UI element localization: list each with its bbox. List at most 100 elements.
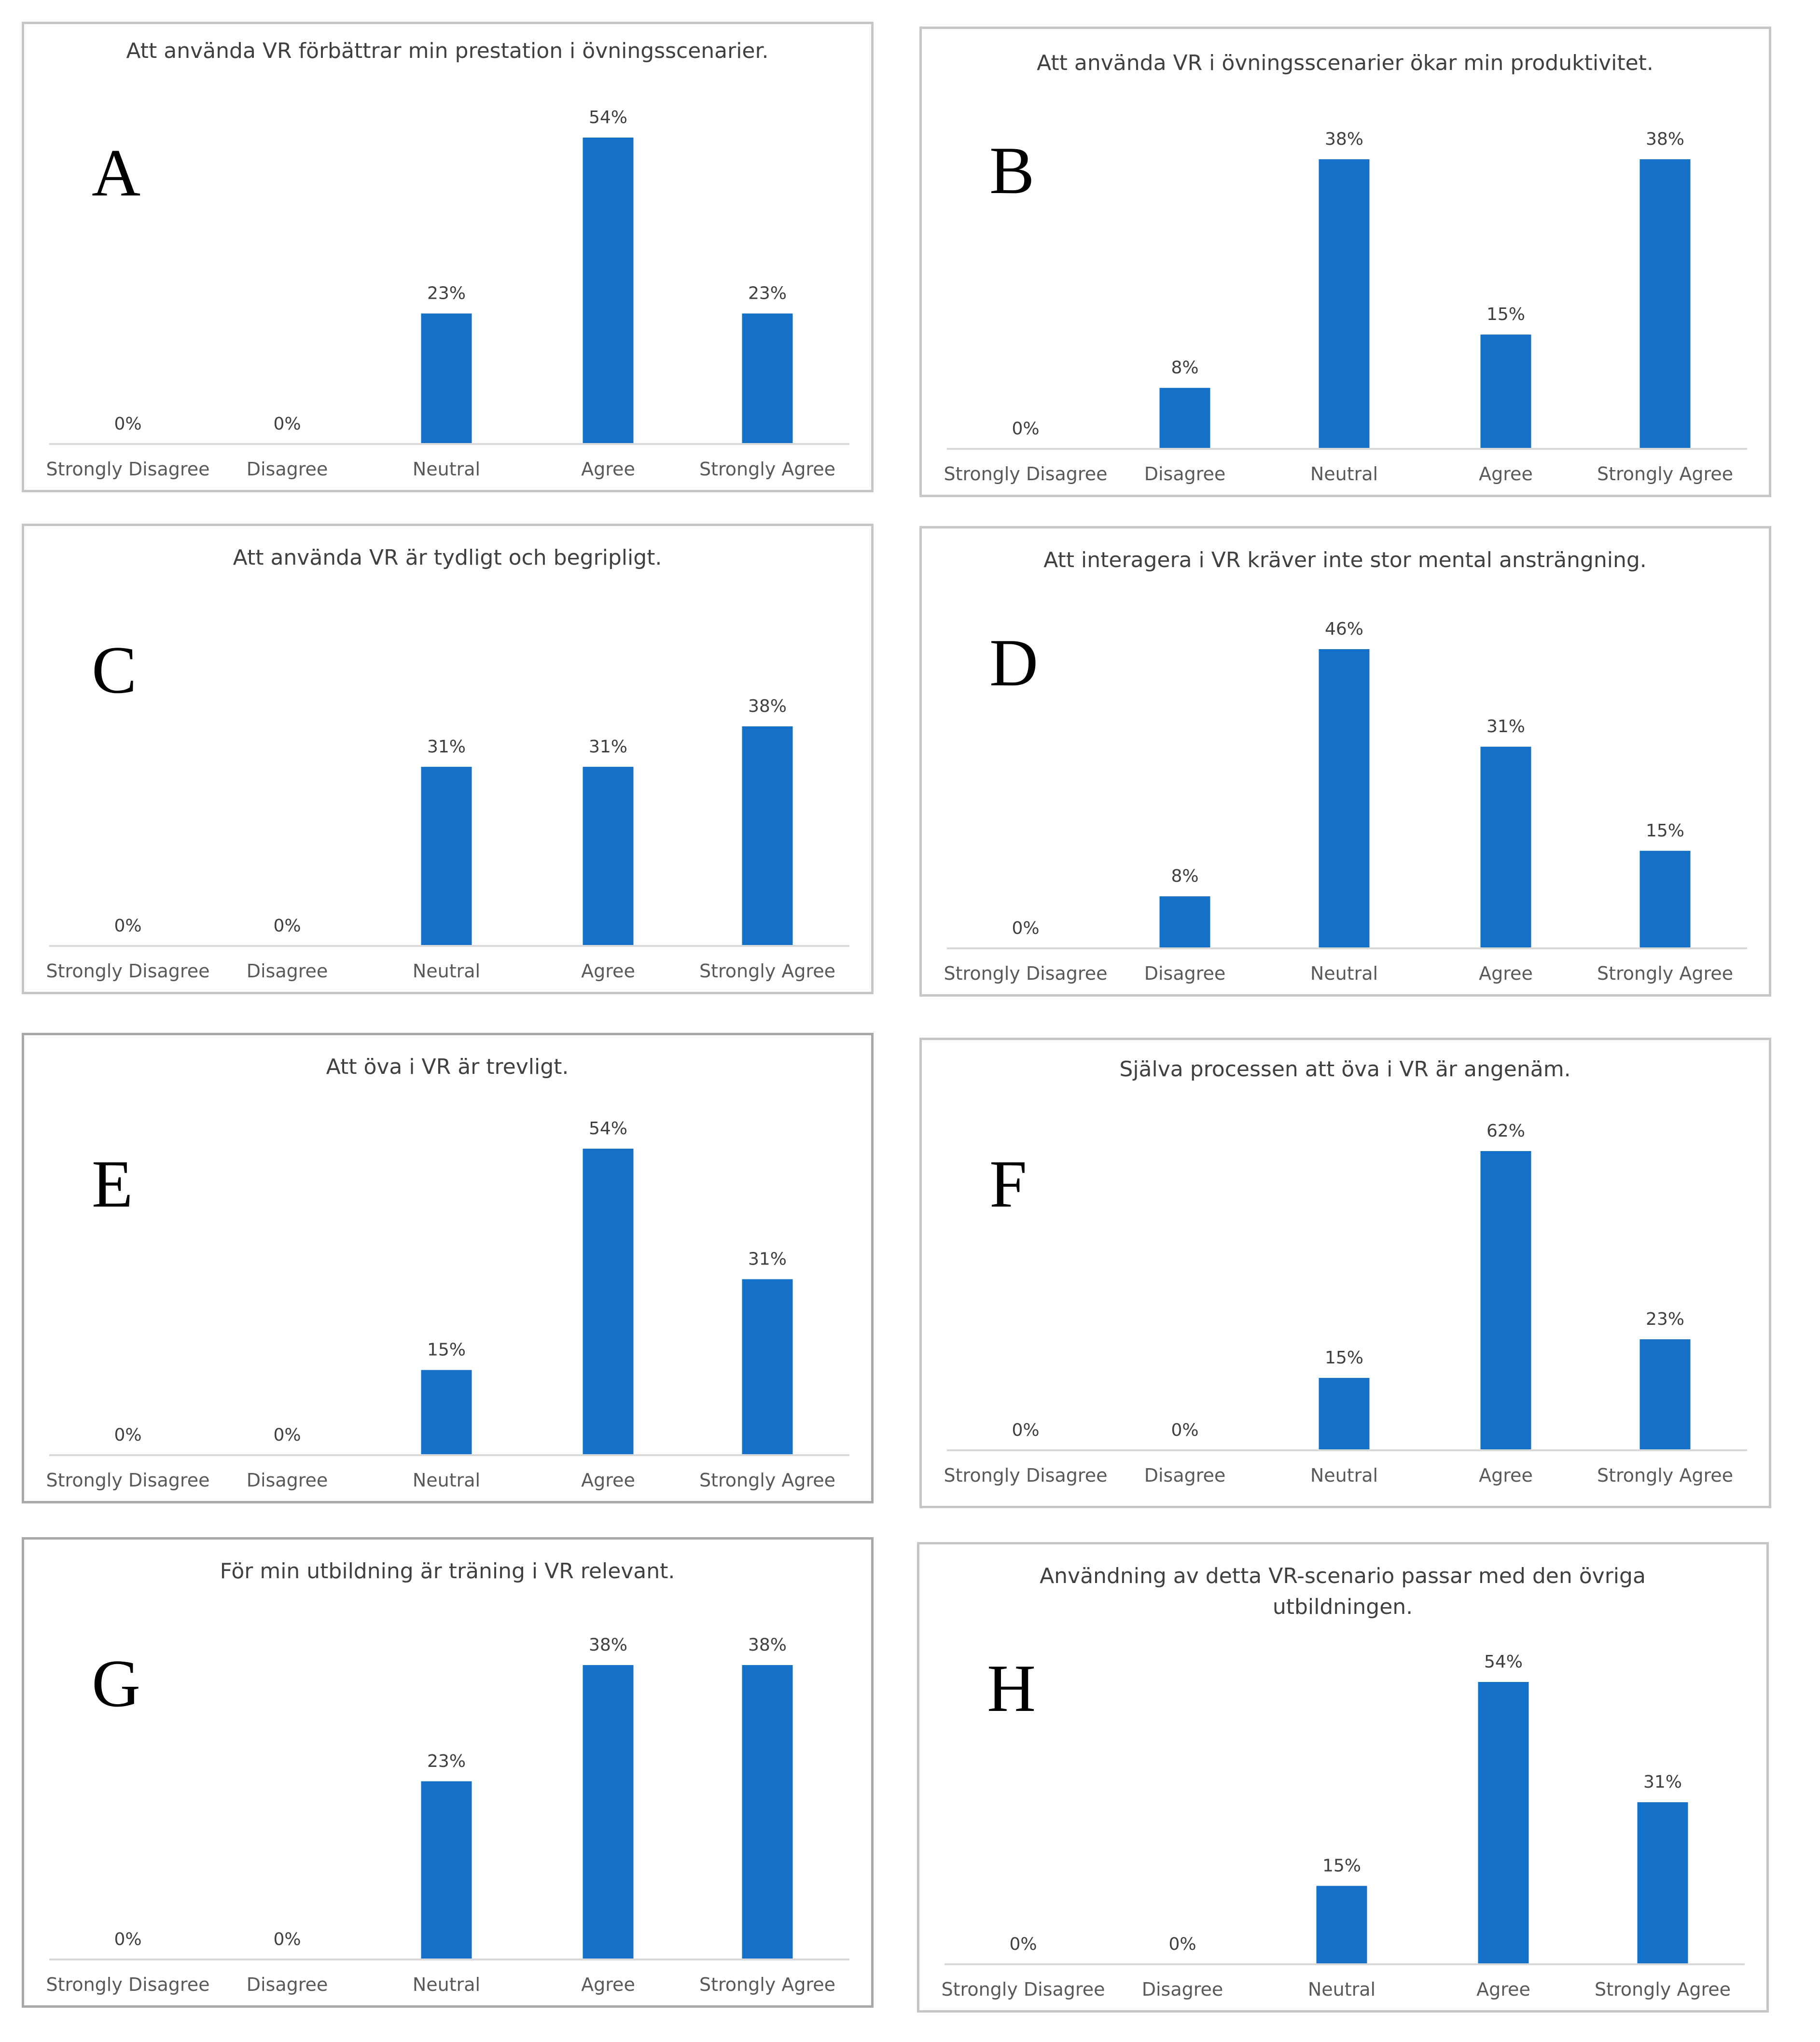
bar-g-4 [742,1665,793,1959]
bar-f-2 [1319,1378,1370,1450]
x-tick-label: Strongly Agree [1595,1979,1731,2000]
x-tick-label: Strongly Disagree [944,963,1108,984]
panel-letter-a: A [92,136,140,210]
panel-letter-f: F [989,1147,1027,1222]
chart-title-line: Att använda VR förbättrar min prestation… [126,39,768,63]
panel-letter-c: C [92,633,137,708]
x-tick-label: Strongly Agree [699,1470,835,1491]
chart-title-a: Att använda VR förbättrar min prestation… [126,39,768,63]
data-label: 38% [748,1635,787,1655]
data-label: 8% [1171,358,1198,378]
x-tick-label: Agree [1479,963,1533,984]
bar-h-4 [1637,1802,1688,1964]
bar-h-3 [1478,1682,1529,1964]
x-tick-label: Agree [581,1470,635,1491]
chart-panel-d: Att interagera i VR kräver inte stor men… [919,526,1771,997]
data-label: 54% [1484,1652,1523,1672]
chart-title-g: För min utbildning är träning i VR relev… [220,1559,675,1584]
x-tick-label: Neutral [413,1974,480,1995]
bar-g-2 [421,1781,472,1959]
bar-e-4 [742,1279,793,1455]
x-tick-label: Strongly Disagree [46,1974,210,1995]
x-tick-label: Neutral [1310,1465,1378,1486]
x-tick-label: Strongly Agree [1597,963,1733,984]
x-tick-label: Strongly Disagree [46,1470,210,1491]
x-tick-label: Neutral [1308,1979,1375,2000]
data-label: 54% [589,1119,627,1139]
bar-d-4 [1639,850,1691,948]
chart-svg-g: För min utbildning är träning i VR relev… [46,1559,849,1995]
chart-svg-a: Att använda VR förbättrar min prestation… [46,39,849,480]
data-label: 15% [1322,1856,1361,1876]
x-tick-label: Strongly Disagree [46,458,210,480]
data-label: 31% [589,737,627,757]
chart-panel-g: För min utbildning är träning i VR relev… [22,1537,874,2008]
x-tick-label: Disagree [247,1470,328,1491]
data-label: 0% [114,1425,141,1445]
bar-b-1 [1159,388,1210,449]
bar-f-3 [1480,1151,1531,1450]
chart-title-e: Att öva i VR är trevligt. [326,1055,569,1079]
x-tick-label: Disagree [1144,963,1226,984]
x-tick-label: Strongly Agree [1597,1465,1733,1486]
x-tick-label: Strongly Agree [699,1974,835,1995]
data-label: 0% [273,916,301,936]
bar-d-2 [1319,649,1370,948]
chart-title-line: Att använda VR är tydligt och begripligt… [233,545,662,570]
data-label: 0% [1012,1420,1039,1440]
data-label: 38% [589,1635,627,1655]
bar-c-2 [421,766,472,946]
data-label: 0% [114,414,141,434]
x-tick-label: Agree [581,960,635,982]
data-label: 0% [273,414,301,434]
data-label: 62% [1487,1121,1525,1141]
chart-title-line: För min utbildning är träning i VR relev… [220,1559,675,1584]
chart-title-line: Att interagera i VR kräver inte stor men… [1043,548,1647,572]
x-tick-label: Neutral [1310,463,1378,485]
bar-h-2 [1316,1886,1367,1964]
data-label: 31% [1487,717,1525,736]
data-label: 15% [1487,305,1525,324]
x-tick-label: Strongly Disagree [944,463,1108,485]
x-tick-label: Agree [1476,1979,1530,2000]
x-tick-label: Agree [581,1974,635,1995]
data-label: 31% [1643,1772,1682,1792]
chart-title-line: Själva processen att öva i VR är angenäm… [1119,1057,1570,1082]
bar-b-3 [1480,334,1531,449]
x-tick-label: Disagree [247,1974,328,1995]
data-label: 0% [1168,1934,1196,1954]
x-tick-label: Neutral [1310,963,1378,984]
data-label: 38% [1646,129,1684,149]
x-tick-label: Agree [1479,463,1533,485]
bar-b-2 [1319,159,1370,449]
x-tick-label: Strongly Disagree [46,960,210,982]
chart-title-f: Själva processen att öva i VR är angenäm… [1119,1057,1570,1082]
data-label: 15% [1646,821,1684,841]
chart-title-line: utbildningen. [1273,1595,1413,1619]
bar-c-4 [742,726,793,946]
x-tick-label: Strongly Agree [699,960,835,982]
panel-letter-g: G [92,1646,140,1721]
x-tick-label: Strongly Agree [1597,463,1733,485]
x-tick-label: Disagree [1144,463,1226,485]
data-label: 0% [1012,419,1039,439]
chart-panel-h: Användning av detta VR-scenario passar m… [917,1542,1769,2013]
data-label: 0% [114,916,141,936]
data-label: 8% [1171,866,1198,886]
x-tick-label: Agree [1479,1465,1533,1486]
chart-panel-b: Att använda VR i övningsscenarier ökar m… [919,27,1771,497]
chart-panel-c: Att använda VR är tydligt och begripligt… [22,524,874,994]
bar-a-3 [583,138,634,444]
chart-svg-h: Användning av detta VR-scenario passar m… [942,1564,1745,2000]
data-label: 0% [273,1930,301,1949]
bar-e-2 [421,1370,472,1455]
x-tick-label: Strongly Disagree [944,1465,1108,1486]
chart-svg-d: Att interagera i VR kräver inte stor men… [944,548,1747,984]
x-tick-label: Agree [581,458,635,480]
data-label: 0% [273,1425,301,1445]
x-tick-label: Disagree [247,960,328,982]
chart-panel-a: Att använda VR förbättrar min prestation… [22,22,874,492]
data-label: 54% [589,108,627,127]
data-label: 46% [1325,619,1363,639]
bar-e-3 [583,1149,634,1455]
